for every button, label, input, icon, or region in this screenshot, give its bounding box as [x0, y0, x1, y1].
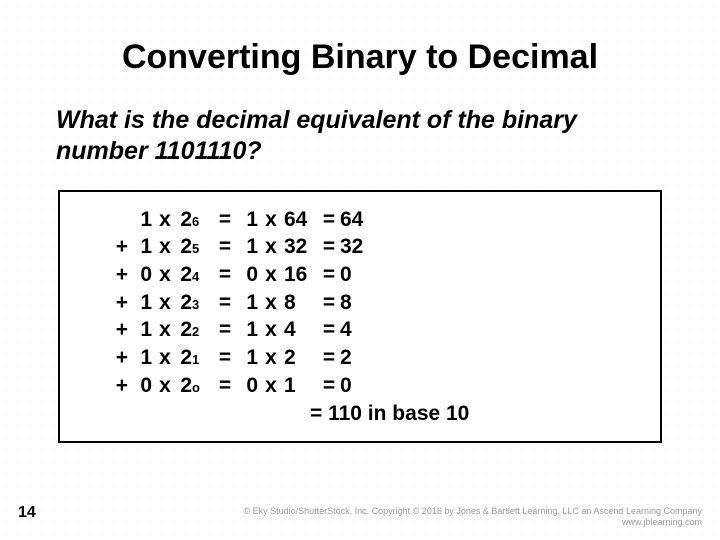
times-sign: x — [258, 316, 284, 344]
equals-sign: = — [210, 233, 240, 261]
row-result: 64 — [340, 206, 642, 234]
times-sign: x — [152, 289, 178, 317]
times-sign: x — [258, 344, 284, 372]
plus-sign: + — [90, 233, 134, 261]
base-two: 2 — [178, 206, 192, 234]
equals-sign: = — [210, 261, 240, 289]
bit-digit: 1 — [134, 233, 152, 261]
equals-sign: = — [318, 316, 340, 344]
equals-sign: = — [318, 206, 340, 234]
times-sign: x — [258, 261, 284, 289]
times-sign: x — [152, 233, 178, 261]
power-value: 16 — [284, 261, 318, 289]
power-value: 64 — [284, 206, 318, 234]
copyright: © Eky Studio/ShutterStock, Inc. Copyrigh… — [243, 506, 702, 529]
equals-sign: = — [318, 261, 340, 289]
times-sign: x — [152, 344, 178, 372]
calc-row: +1x21=1x2=2 — [90, 344, 642, 372]
times-sign: x — [152, 316, 178, 344]
slide-title: Converting Binary to Decimal — [52, 38, 668, 77]
equals-sign: = — [318, 289, 340, 317]
row-result: 0 — [340, 372, 642, 400]
times-sign: x — [152, 261, 178, 289]
equals-sign: = — [210, 289, 240, 317]
power-value: 4 — [284, 316, 318, 344]
copyright-line1: © Eky Studio/ShutterStock, Inc. Copyrigh… — [243, 506, 702, 517]
base-two: 2 — [178, 344, 192, 372]
times-sign: x — [258, 372, 284, 400]
copyright-line2: www.jblearning.com — [243, 517, 702, 528]
plus-sign: + — [90, 261, 134, 289]
equals-sign: = — [210, 316, 240, 344]
equals-sign: = — [210, 344, 240, 372]
equals-sign: = — [318, 344, 340, 372]
equals-sign: = — [318, 372, 340, 400]
power-value: 32 — [284, 233, 318, 261]
calc-row: +1x22=1x4=4 — [90, 316, 642, 344]
row-result: 0 — [340, 261, 642, 289]
bit-digit-copy: 0 — [240, 261, 258, 289]
bit-digit-copy: 1 — [240, 206, 258, 234]
equals-sign: = — [210, 206, 240, 234]
row-result: 32 — [340, 233, 642, 261]
calc-row: +1x25=1x32=32 — [90, 233, 642, 261]
calculation-rows: 1x26=1x64=64+1x25=1x32=32+0x24=0x16=0+1x… — [90, 206, 642, 400]
bit-digit: 1 — [134, 316, 152, 344]
power-value: 8 — [284, 289, 318, 317]
slide-question: What is the decimal equivalent of the bi… — [52, 105, 668, 168]
base-two: 2 — [178, 316, 192, 344]
exponent: 4 — [192, 268, 204, 285]
times-sign: x — [152, 372, 178, 400]
bit-digit: 1 — [134, 289, 152, 317]
row-result: 4 — [340, 316, 642, 344]
exponent: 2 — [192, 323, 204, 340]
base-two: 2 — [178, 372, 192, 400]
row-result: 8 — [340, 289, 642, 317]
power-value: 1 — [284, 372, 318, 400]
row-result: 2 — [340, 344, 642, 372]
base-two: 2 — [178, 289, 192, 317]
bit-digit-copy: 1 — [240, 289, 258, 317]
power-value: 2 — [284, 344, 318, 372]
times-sign: x — [258, 289, 284, 317]
exponent: o — [192, 379, 204, 396]
calculation-box: 1x26=1x64=64+1x25=1x32=32+0x24=0x16=0+1x… — [58, 190, 662, 444]
exponent: 5 — [192, 240, 204, 257]
plus-sign: + — [90, 289, 134, 317]
base-two: 2 — [178, 233, 192, 261]
times-sign: x — [258, 233, 284, 261]
base-two: 2 — [178, 261, 192, 289]
calculation-final: = 110 in base 10 — [90, 400, 642, 428]
calc-row: +0x24=0x16=0 — [90, 261, 642, 289]
bit-digit-copy: 1 — [240, 344, 258, 372]
page-number: 14 — [18, 504, 36, 522]
exponent: 1 — [192, 351, 204, 368]
plus-sign: + — [90, 316, 134, 344]
calc-row: 1x26=1x64=64 — [90, 206, 642, 234]
bit-digit: 0 — [134, 372, 152, 400]
slide: Converting Binary to Decimal What is the… — [0, 0, 720, 540]
exponent: 3 — [192, 296, 204, 313]
bit-digit-copy: 0 — [240, 372, 258, 400]
calc-row: +0x2o=0x1=0 — [90, 372, 642, 400]
exponent: 6 — [192, 213, 204, 230]
equals-sign: = — [210, 372, 240, 400]
plus-sign: + — [90, 344, 134, 372]
times-sign: x — [258, 206, 284, 234]
equals-sign: = — [318, 233, 340, 261]
bit-digit-copy: 1 — [240, 233, 258, 261]
bit-digit: 1 — [134, 344, 152, 372]
bit-digit: 1 — [134, 206, 152, 234]
plus-sign: + — [90, 372, 134, 400]
bit-digit: 0 — [134, 261, 152, 289]
calc-row: +1x23=1x8=8 — [90, 289, 642, 317]
times-sign: x — [152, 206, 178, 234]
bit-digit-copy: 1 — [240, 316, 258, 344]
